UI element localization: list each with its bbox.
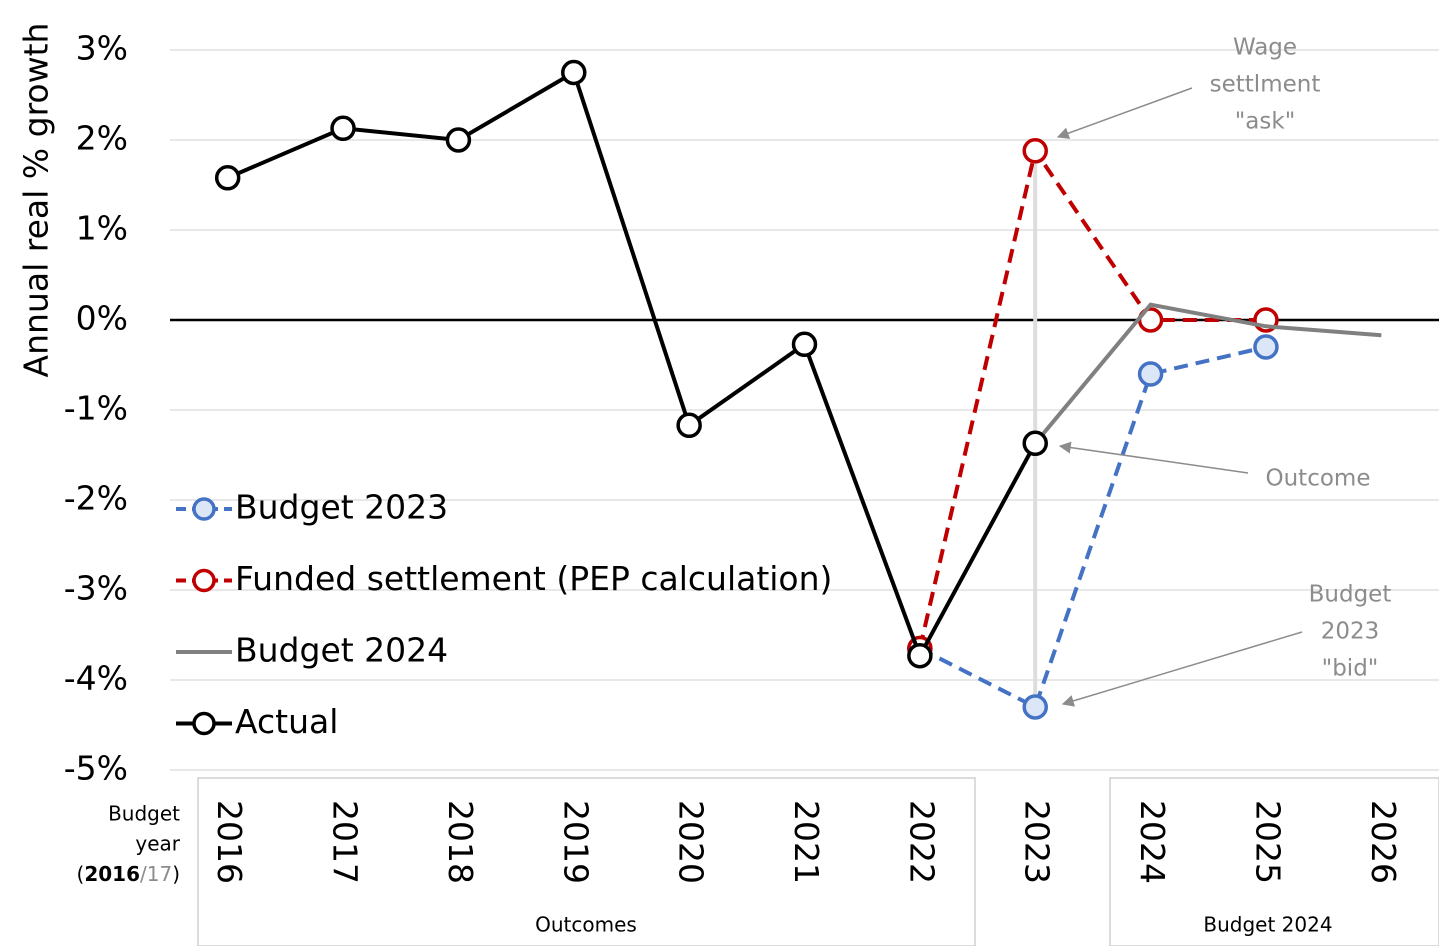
x-tick-label: 2018 [441,800,480,884]
year-note-part: ( [77,862,85,886]
annotation: Outcome [1266,466,1371,492]
year-note-part: 2016 [84,862,140,886]
x-tick-label: 2023 [1018,800,1057,884]
plot [214,59,1382,720]
y-tick-label: 3% [76,29,128,68]
legend-label: Budget 2024 [235,631,448,670]
annotation: Wage [1233,35,1297,61]
x-tick-label: 2021 [787,800,826,884]
annotation-arrow [1056,87,1193,139]
y-axis-title: Annual real % growth [17,23,56,378]
series-line [917,145,1266,649]
annotation: Budget [1309,582,1392,608]
year-note-part: ) [172,862,180,886]
series-line [226,69,1037,661]
y-tick-label: 0% [76,299,128,338]
legend-label: Actual [235,702,338,741]
x-tick-label: 2020 [672,800,711,884]
y-tick-label: -2% [64,479,128,518]
group-label: Outcomes [535,913,637,937]
marker [907,642,933,669]
legend: Budget 2023 Funded settlement (PEP calcul… [176,488,832,741]
group-label: Budget 2024 [1203,913,1332,937]
x-tick-label: 2022 [902,800,941,884]
x-tick-label: 2017 [326,800,365,884]
year-note: Budget [108,802,180,826]
marker [676,412,702,439]
x-tick-label: 2019 [556,800,595,884]
annotation: 2023 [1321,619,1380,645]
year-note: year [135,832,180,856]
legend-marker [192,497,216,521]
legend-label: Budget 2023 [235,488,448,527]
marker [214,165,241,191]
annotation: settlment [1210,72,1321,98]
y-tick-label: 1% [76,209,128,248]
group-box [1109,777,1439,946]
x-tick-label: 2026 [1364,800,1403,884]
annotation-arrow [1058,441,1249,474]
year-note-part: /17 [140,862,172,886]
x-tick-label: 2016 [210,800,249,884]
y-tick-label: -5% [64,749,128,788]
annotation: "bid" [1322,656,1379,682]
series-line [918,345,1267,710]
marker [561,59,587,86]
annotation: "ask" [1235,109,1296,135]
marker [1253,334,1279,360]
marker [791,331,818,358]
year-note: (2016/17) [77,862,180,886]
y-tick-label: -4% [64,659,128,698]
marker [445,127,472,153]
annotations: Wage settlment "ask" Outcome Budget 2023… [1056,35,1392,707]
marker [330,115,356,142]
grid: -5% -4% -3% -2% -1% 0% 1% 2% 3% 2016 2017 2018 2019 2… [64,29,1439,884]
legend-marker [192,711,216,736]
legend-label: Funded settlement (PEP calculation) [235,559,832,598]
group-box [197,777,976,946]
annotation-arrow [1061,631,1303,707]
marker [1022,694,1048,720]
y-tick-label: -1% [64,389,128,428]
legend-marker [192,568,216,593]
marker [1022,138,1048,164]
x-tick-label: 2024 [1133,800,1172,884]
marker [1137,361,1164,387]
marker [1022,430,1048,457]
y-tick-label: 2% [76,119,128,158]
y-tick-label: -3% [64,569,128,608]
x-tick-label: 2025 [1248,800,1287,884]
series-line [1033,302,1382,445]
